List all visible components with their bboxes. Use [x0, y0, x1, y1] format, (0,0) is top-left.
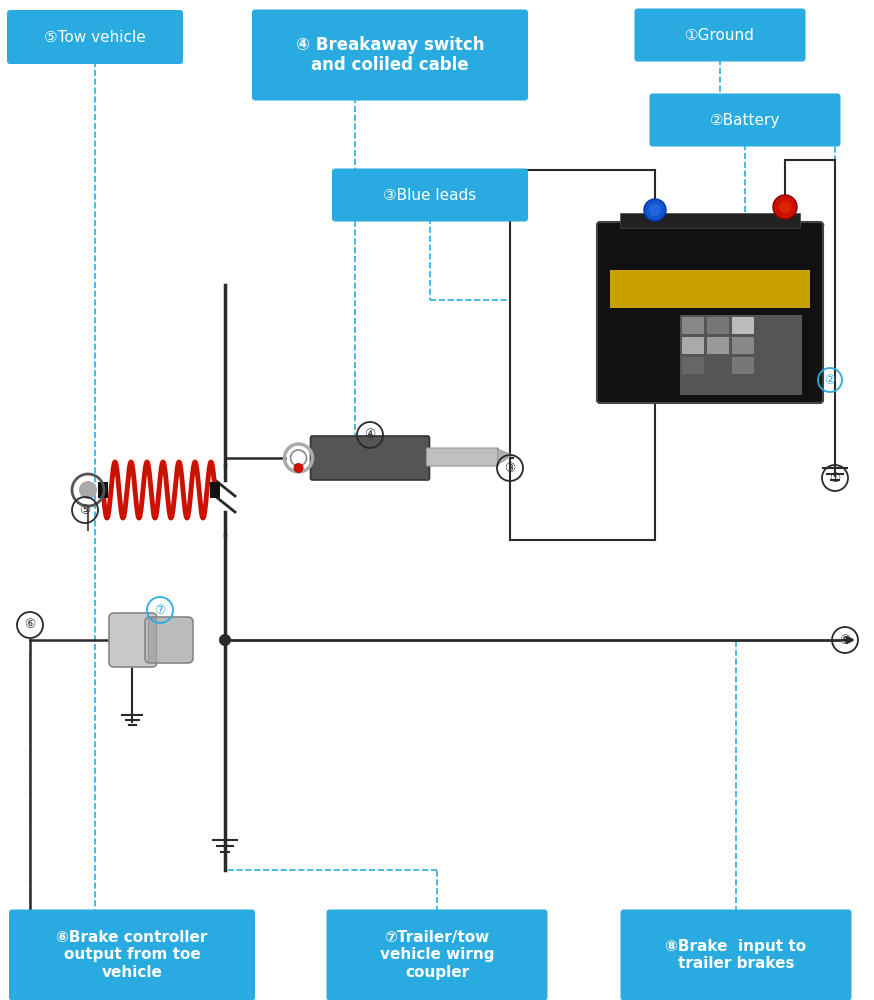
Bar [732, 337, 754, 354]
Bar [732, 317, 754, 334]
Bar [732, 357, 754, 374]
Bar [210, 482, 220, 498]
Bar [682, 357, 704, 374]
FancyBboxPatch shape [427, 448, 498, 466]
Text: ⑥: ⑥ [24, 618, 36, 632]
Text: ①Ground: ①Ground [685, 27, 755, 42]
Bar [682, 337, 704, 354]
Bar [707, 357, 729, 374]
Text: ⑦Trailer/tow
vehicle wirng
coupler: ⑦Trailer/tow vehicle wirng coupler [379, 930, 495, 980]
Bar [682, 317, 704, 334]
Text: ⑤: ⑤ [80, 504, 91, 516]
FancyBboxPatch shape [332, 168, 528, 222]
FancyBboxPatch shape [310, 436, 429, 480]
Circle shape [779, 201, 791, 213]
Bar [707, 317, 729, 334]
Text: ②Battery: ②Battery [710, 112, 780, 127]
FancyBboxPatch shape [635, 8, 806, 62]
Text: ④ Breakaway switch
and coliled cable: ④ Breakaway switch and coliled cable [295, 36, 484, 74]
Bar [148, 618, 156, 662]
Circle shape [219, 634, 231, 646]
Text: ①: ① [829, 472, 841, 485]
Bar [610, 270, 810, 308]
Text: ⑧: ⑧ [839, 634, 850, 647]
Bar [620, 213, 800, 228]
Circle shape [644, 199, 666, 221]
Text: ⑦: ⑦ [155, 603, 166, 616]
Circle shape [649, 204, 661, 216]
Circle shape [294, 463, 303, 473]
FancyBboxPatch shape [621, 910, 851, 1000]
FancyBboxPatch shape [7, 10, 183, 64]
Bar [707, 337, 729, 354]
FancyBboxPatch shape [109, 613, 157, 667]
Text: ④: ④ [364, 428, 376, 442]
Text: ③: ③ [504, 462, 516, 475]
Text: ③Blue leads: ③Blue leads [384, 188, 476, 202]
Bar [680, 315, 801, 394]
Circle shape [773, 195, 797, 219]
FancyBboxPatch shape [327, 910, 547, 1000]
FancyBboxPatch shape [597, 222, 823, 403]
Bar [98, 482, 108, 498]
Text: ⑧Brake  input to
trailer brakes: ⑧Brake input to trailer brakes [665, 939, 807, 971]
Circle shape [79, 481, 97, 499]
Text: ⑤Tow vehicle: ⑤Tow vehicle [44, 29, 146, 44]
Text: ⑥Brake controller
output from toe
vehicle: ⑥Brake controller output from toe vehicl… [56, 930, 208, 980]
FancyBboxPatch shape [145, 617, 193, 663]
FancyBboxPatch shape [9, 910, 255, 1000]
Polygon shape [497, 449, 512, 465]
FancyBboxPatch shape [649, 94, 841, 146]
Text: ②: ② [824, 373, 836, 386]
FancyBboxPatch shape [252, 9, 528, 101]
